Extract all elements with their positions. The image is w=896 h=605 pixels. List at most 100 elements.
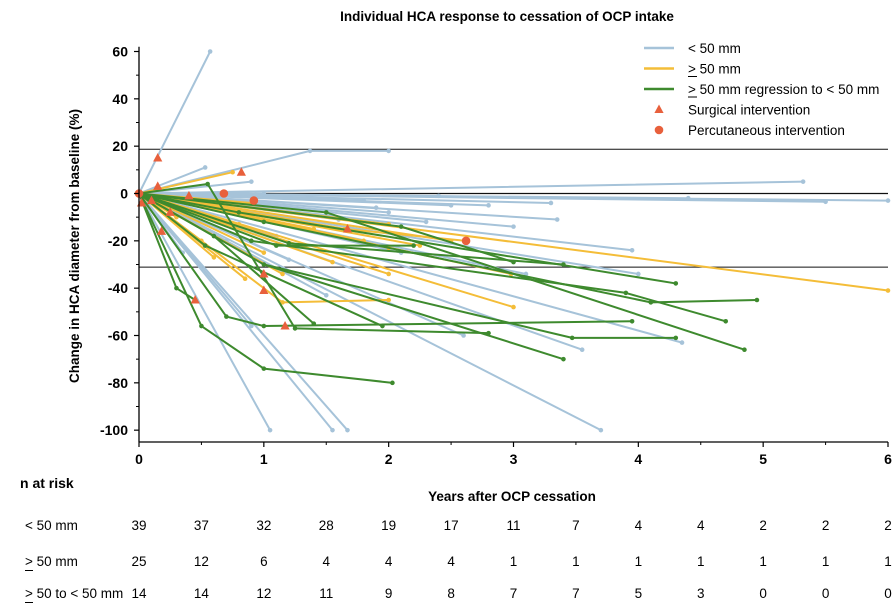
- risk-cell: 9: [384, 586, 393, 601]
- x-tick-label: 2: [385, 451, 393, 467]
- series-line: [262, 367, 394, 384]
- risk-cell: 4: [384, 554, 393, 569]
- series-point: [685, 195, 691, 201]
- series-point: [330, 427, 335, 433]
- risk-cell: 2: [759, 518, 767, 533]
- series-point: [548, 200, 554, 206]
- x-tick-label: 6: [884, 451, 892, 467]
- percutaneous-marker: [219, 189, 229, 198]
- risk-row-label: < 50 mm: [25, 518, 78, 533]
- series-line: [138, 192, 203, 328]
- series-point: [673, 281, 679, 286]
- series-line: [237, 211, 677, 285]
- series-point: [242, 276, 248, 282]
- x-tick-label: 5: [759, 451, 767, 467]
- series-point: [211, 255, 217, 260]
- risk-cell: 17: [443, 518, 459, 533]
- risk-cell: 11: [506, 518, 521, 533]
- surgical-marker: [280, 321, 290, 330]
- series-line: [624, 291, 727, 323]
- series-line: [281, 299, 390, 304]
- y-tick-label: -100: [100, 422, 128, 438]
- risk-cell: 32: [256, 518, 272, 533]
- series-point: [330, 259, 335, 265]
- y-tick-label: -60: [108, 328, 128, 344]
- risk-cell: 12: [193, 554, 209, 569]
- series-point: [261, 250, 267, 255]
- risk-cell: 1: [759, 554, 767, 569]
- series-line: [138, 192, 178, 290]
- series-point: [885, 198, 891, 203]
- series-line: [649, 299, 758, 304]
- y-tick-label: 60: [112, 44, 128, 60]
- series-point: [386, 297, 391, 303]
- risk-cell: 1: [572, 554, 580, 569]
- series-point: [754, 297, 760, 303]
- legend-circle-marker: [654, 125, 664, 135]
- series-point: [823, 199, 828, 205]
- series-line: [138, 166, 207, 195]
- legend-label: < 50 mm: [688, 41, 741, 56]
- risk-cell: 8: [447, 586, 455, 601]
- series-point: [267, 427, 273, 433]
- risk-cell: 1: [509, 554, 518, 569]
- series-point: [386, 271, 391, 277]
- surgical-marker: [259, 268, 269, 278]
- series-line: [225, 315, 265, 328]
- surgical-marker: [165, 207, 175, 216]
- risk-cell: 37: [193, 518, 209, 533]
- series-point: [561, 356, 566, 362]
- legend: < 50 mm > 50 mm > 50 mm regression to < 50…: [644, 41, 879, 138]
- series-point: [673, 335, 679, 341]
- risk-cell: 3: [696, 586, 705, 601]
- chart-title: Individual HCA response to cessation of …: [340, 9, 674, 24]
- series-line: [287, 242, 565, 266]
- series-line: [294, 327, 490, 335]
- series-point: [423, 219, 429, 225]
- series-point: [742, 347, 747, 353]
- series-line: [138, 192, 278, 247]
- series-point: [629, 248, 635, 253]
- series-point: [390, 380, 395, 386]
- series-line: [138, 192, 290, 245]
- surgical-marker: [190, 295, 200, 304]
- series-line: [262, 263, 574, 339]
- risk-cell: 14: [131, 586, 147, 601]
- risk-cell: 2: [884, 518, 892, 533]
- risk-cell: 19: [381, 518, 397, 533]
- risk-cell: 1: [821, 554, 830, 569]
- series-point: [885, 288, 891, 293]
- risk-cell: 1: [634, 554, 643, 569]
- y-tick-label: 20: [112, 138, 128, 154]
- risk-cell: 7: [509, 586, 518, 601]
- series-point: [511, 224, 516, 229]
- surgical-marker: [184, 190, 194, 200]
- series-line: [138, 192, 453, 242]
- series-point: [461, 333, 466, 338]
- series-point: [230, 169, 235, 175]
- series-line: [262, 320, 634, 328]
- series-point: [280, 271, 285, 277]
- surgical-marker: [342, 224, 353, 233]
- series-point: [579, 347, 585, 353]
- y-tick-label: 40: [112, 91, 128, 107]
- series-point: [511, 259, 516, 265]
- risk-cell: 1: [696, 554, 705, 569]
- risk-cell: 11: [319, 586, 334, 601]
- series-point: [249, 323, 254, 329]
- risk-cell: 5: [634, 586, 643, 601]
- series-point: [411, 243, 416, 248]
- series-point: [323, 292, 329, 298]
- series-line: [138, 192, 602, 432]
- risk-cell: 4: [447, 554, 455, 569]
- series-line: [138, 192, 228, 318]
- legend-label: > 50 mm: [688, 62, 741, 77]
- y-tick-label: -40: [108, 280, 128, 296]
- risk-cell: 6: [260, 554, 268, 569]
- series-line: [138, 183, 209, 195]
- series-point: [202, 165, 208, 170]
- risk-cell: 2: [821, 518, 830, 533]
- series-point: [373, 205, 379, 210]
- series-point: [679, 340, 685, 345]
- series-point: [207, 49, 213, 54]
